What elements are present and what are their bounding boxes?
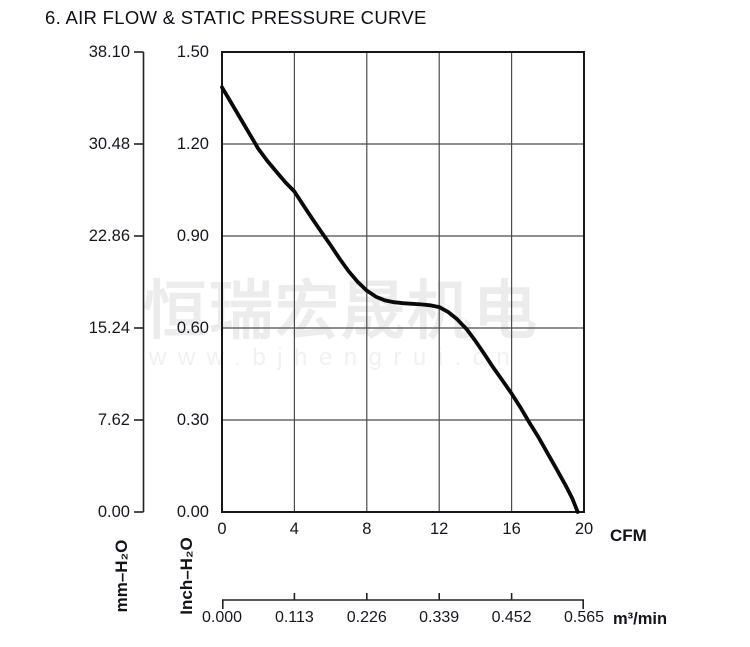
plot-gridlines xyxy=(222,52,584,512)
cfm-tick-label: 16 xyxy=(502,520,521,538)
m3min-tick-label: 0.226 xyxy=(346,609,387,626)
mm-h2o-tick-label: 30.48 xyxy=(88,135,130,153)
plot-border xyxy=(221,51,585,513)
left-axis-spine xyxy=(134,51,145,513)
inch-h2o-tick-label: 0.30 xyxy=(176,411,209,429)
inch-h2o-tick-label: 1.20 xyxy=(176,135,209,153)
inch-h2o-tick-label: 0.00 xyxy=(176,503,209,521)
inch-h2o-tick-label: 1.50 xyxy=(176,43,209,61)
m3min-tick-label: 0.339 xyxy=(419,609,460,626)
cfm-axis-unit-label: CFM xyxy=(610,526,647,545)
static-pressure-curve xyxy=(220,85,580,514)
watermark-url-text: www.bjhengrui.cn xyxy=(149,344,522,371)
m3min-axis-spine xyxy=(222,593,585,609)
mm-h2o-axis-title: mm–H₂O xyxy=(112,539,131,613)
inch-h2o-axis-title: Inch–H₂O xyxy=(177,537,196,615)
mm-h2o-tick-label: 15.24 xyxy=(88,319,130,337)
inch-h2o-tick-label: 0.60 xyxy=(176,319,209,337)
mm-h2o-tick-label: 22.86 xyxy=(88,227,130,245)
inch-h2o-tick-label: 0.90 xyxy=(176,227,209,245)
cfm-tick-label: 0 xyxy=(217,520,227,538)
mm-h2o-tick-label: 0.00 xyxy=(97,503,130,521)
m3min-tick-label: 0.113 xyxy=(274,609,314,626)
mm-h2o-tick-label: 38.10 xyxy=(88,43,130,61)
m3min-tick-label: 0.452 xyxy=(491,609,532,626)
m3min-tick-label: 0.565 xyxy=(563,609,605,626)
mm-h2o-tick-label: 7.62 xyxy=(97,411,130,429)
cfm-tick-label: 12 xyxy=(430,520,449,538)
m3min-axis-unit-label: m³/min xyxy=(613,610,668,628)
cfm-tick-label: 20 xyxy=(574,520,594,538)
page-title: 6. AIR FLOW & STATIC PRESSURE CURVE xyxy=(45,7,427,28)
m3min-tick-label: 0.000 xyxy=(201,609,243,626)
cfm-tick-label: 8 xyxy=(362,520,372,538)
cfm-tick-label: 4 xyxy=(289,520,299,538)
